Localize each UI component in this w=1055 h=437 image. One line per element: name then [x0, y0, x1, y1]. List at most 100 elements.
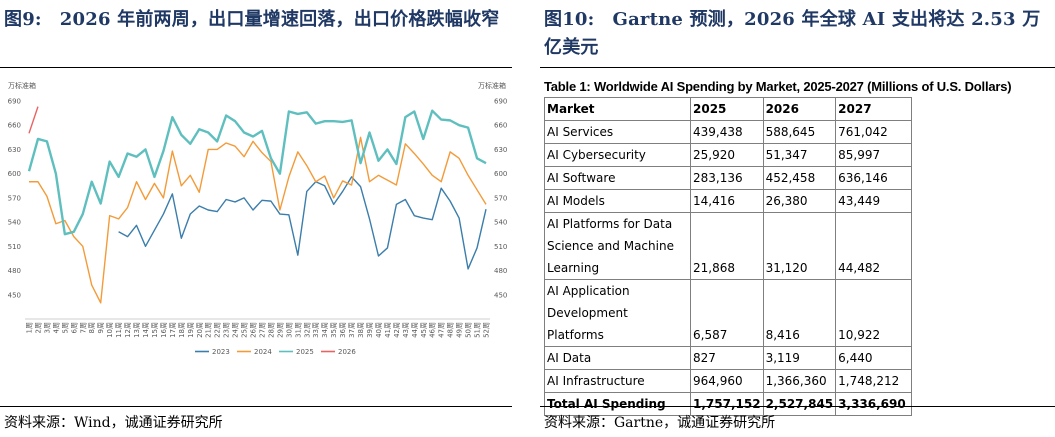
x-tick-label: 30周: [285, 322, 293, 338]
x-tick-label: 27周: [258, 322, 266, 338]
bottom-rule: [540, 406, 1055, 407]
x-tick-label: 44周: [411, 322, 419, 338]
value-2025: 964,960: [690, 369, 764, 393]
x-tick-label: 13周: [133, 322, 141, 338]
x-tick-label: 15周: [151, 322, 159, 338]
x-tick-label: 43周: [402, 322, 410, 338]
market-cell: AI Models: [544, 189, 691, 213]
x-tick-label: 42周: [393, 322, 401, 338]
value-2027: 44,482: [835, 212, 913, 280]
header-2026: 2026: [762, 97, 837, 121]
x-tick-label: 35周: [330, 322, 338, 338]
x-tick-label: 4周: [52, 322, 60, 333]
value-2025: 6,587: [690, 279, 764, 347]
x-tick-label: 45周: [420, 322, 428, 338]
value-2026: 26,380: [762, 189, 837, 213]
x-tick-label: 52周: [483, 322, 491, 338]
header-2025: 2025: [690, 97, 764, 121]
y-tick-label-left: 450: [8, 291, 21, 299]
value-2027: 10,922: [835, 279, 913, 347]
x-tick-label: 9周: [97, 322, 105, 333]
y-tick-label-left: 630: [8, 146, 21, 154]
y-tick-label-left: 600: [8, 170, 21, 178]
legend-label-2026: 2026: [338, 348, 356, 356]
x-tick-label: 22周: [214, 322, 222, 338]
y-tick-label-right: 570: [494, 194, 507, 202]
top-rule: [540, 67, 1055, 68]
x-tick-label: 25周: [241, 322, 249, 338]
value-2026: 3,119: [762, 346, 837, 370]
table-row: AI Cybersecurity 25,920 51,347 85,997: [544, 143, 913, 167]
series-line-2026: [28, 106, 39, 134]
x-tick-label: 36周: [339, 322, 347, 338]
value-2027: 636,146: [835, 166, 913, 190]
top-rule: [0, 67, 512, 68]
total-2027: 3,336,690: [835, 392, 913, 416]
value-2025: 21,868: [690, 212, 764, 280]
total-label: Total AI Spending: [544, 392, 691, 416]
y-tick-label-left: 540: [8, 219, 21, 227]
value-2026: 452,458: [762, 166, 837, 190]
x-tick-label: 7周: [79, 322, 87, 333]
value-2027: 1,748,212: [835, 369, 913, 393]
x-tick-label: 8周: [88, 322, 96, 333]
table-row: AI Services 439,438 588,645 761,042: [544, 120, 913, 144]
value-2027: 85,997: [835, 143, 913, 167]
table-row: AI Models 14,416 26,380 43,449: [544, 189, 913, 213]
y-tick-label-left: 660: [8, 122, 21, 130]
y-tick-label-right: 510: [494, 243, 507, 251]
x-tick-label: 31周: [294, 322, 302, 338]
value-2026: 51,347: [762, 143, 837, 167]
value-2025: 439,438: [690, 120, 764, 144]
legend-label-2024: 2024: [254, 348, 272, 356]
value-2025: 25,920: [690, 143, 764, 167]
value-2026: 8,416: [762, 279, 837, 347]
x-tick-label: 33周: [312, 322, 320, 338]
header-market: Market: [544, 97, 691, 121]
y-tick-label-right: 660: [494, 122, 507, 130]
value-2026: 31,120: [762, 212, 837, 280]
table-row: AI Application Development Platforms 6,5…: [544, 279, 913, 347]
value-2027: 6,440: [835, 346, 913, 370]
table-row: AI Data 827 3,119 6,440: [544, 346, 913, 370]
market-cell: AI Platforms for Data Science and Machin…: [544, 212, 691, 280]
x-tick-label: 3周: [43, 322, 51, 333]
x-tick-label: 29周: [276, 322, 284, 338]
market-cell: AI Services: [544, 120, 691, 144]
x-tick-label: 39周: [366, 322, 374, 338]
figure-10-source: 资料来源：Gartne，诚通证券研究所: [544, 415, 776, 431]
series-line-2023: [118, 176, 487, 270]
x-tick-label: 1周: [26, 322, 34, 333]
x-tick-label: 18周: [178, 322, 186, 338]
y-tick-label-right: 540: [494, 219, 507, 227]
x-tick-label: 23周: [223, 322, 231, 338]
x-tick-label: 50周: [465, 322, 473, 338]
x-tick-label: 46周: [429, 322, 437, 338]
x-tick-label: 28周: [267, 322, 275, 338]
market-cell: AI Data: [544, 346, 691, 370]
y-tick-label-left: 570: [8, 194, 21, 202]
total-2025: 1,757,152: [690, 392, 764, 416]
value-2025: 283,136: [690, 166, 764, 190]
market-cell: AI Cybersecurity: [544, 143, 691, 167]
left-figure-panel: 图9: 2026 年前两周，出口量增速回落，出口价格跌幅收窄 万标准箱 万标准箱 45…: [0, 0, 512, 437]
y-tick-label-right: 450: [494, 291, 507, 299]
x-tick-label: 5周: [61, 322, 69, 333]
table-row: AI Platforms for Data Science and Machin…: [544, 212, 913, 280]
header-2027: 2027: [835, 97, 913, 121]
y-axis-unit-right: 万标准箱: [478, 81, 506, 90]
value-2026: 588,645: [762, 120, 837, 144]
x-tick-label: 10周: [106, 322, 114, 338]
x-tick-label: 26周: [250, 322, 258, 338]
figure-9-source: 资料来源：Wind，诚通证券研究所: [4, 415, 223, 431]
ai-spending-table: Market 2025 2026 2027 AI Services 439,43…: [544, 97, 913, 416]
table-total-row: Total AI Spending 1,757,152 2,527,845 3,…: [544, 392, 913, 416]
x-tick-label: 14周: [142, 322, 150, 338]
x-tick-label: 38周: [357, 322, 365, 338]
y-tick-label-right: 480: [494, 267, 507, 275]
y-tick-label-left: 510: [8, 243, 21, 251]
table-header-row: Market 2025 2026 2027: [544, 97, 913, 121]
figure-9-number: 图9:: [4, 9, 42, 30]
y-tick-label-right: 600: [494, 170, 507, 178]
x-tick-label: 34周: [321, 322, 329, 338]
